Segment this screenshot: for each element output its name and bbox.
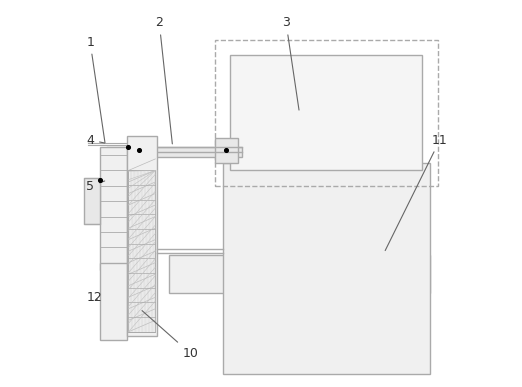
Text: 12: 12 [86,291,102,304]
Bar [100,263,126,339]
Bar [126,136,157,336]
Text: 11: 11 [385,134,448,250]
Bar [100,147,126,271]
Bar [222,163,430,374]
Bar [215,138,238,163]
Text: 1: 1 [86,36,105,143]
Bar [230,55,422,170]
Text: 5: 5 [86,180,105,193]
Bar [215,40,438,186]
Text: 3: 3 [282,16,299,110]
Text: 2: 2 [156,16,172,144]
Bar [138,147,242,157]
Text: 4: 4 [86,134,104,147]
Bar [169,255,430,293]
Text: 10: 10 [142,311,198,360]
Bar [128,170,156,332]
Bar [84,178,100,224]
